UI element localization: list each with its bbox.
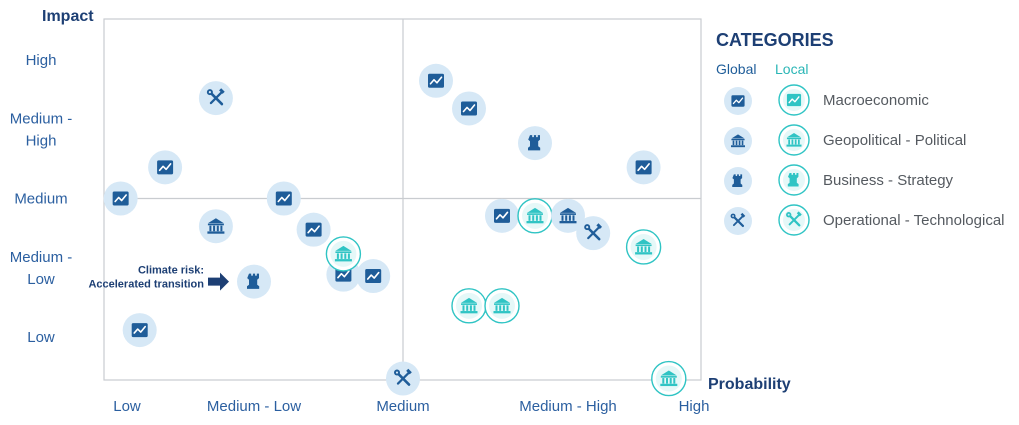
global-geo-marker [198,209,233,244]
trend-chart-icon [778,84,810,116]
global-macro-marker [419,63,453,98]
x-tick-label: Low [113,398,141,415]
x-tick-label: High [679,398,710,415]
y-tick-label: High [26,52,57,69]
global-ops-marker [198,81,233,116]
category-legend: CATEGORIES Global Local Macroeconomic Geo… [716,30,1016,243]
legend-local-head: Local [775,61,809,77]
legend-rows: Macroeconomic Geopolitical - Political Bus… [716,83,1016,243]
legend-label: Business - Strategy [823,172,954,189]
x-axis-ticks: Low Medium - Low Medium Medium - High High [113,398,709,415]
y-axis-ticks: Low Medium -Low Medium Medium -High High [10,52,73,346]
local-ops-marker [778,204,810,236]
wrench-screwdriver-icon [778,204,810,236]
global-ops-marker [724,207,752,235]
y-tick-label: Medium [14,191,67,208]
y-tick-label: Medium -High [10,110,73,149]
local-geo-marker [778,124,810,156]
local-geo-marker [625,229,662,265]
trend-chart-icon [724,87,752,115]
global-geo-marker [724,127,752,155]
local-geo-marker [517,198,553,234]
legend-label: Geopolitical - Political [823,132,967,149]
y-tick-label: Medium -Low [10,249,73,288]
x-tick-label: Medium - High [519,398,617,415]
legend-title: CATEGORIES [716,30,834,50]
legend-global-head: Global [716,61,757,77]
local-macro-marker [778,84,810,116]
annotation-arrow [208,272,229,291]
legend-scope-heads: Global Local [716,61,1016,83]
global-business-marker [724,167,752,195]
wrench-screwdriver-icon [724,207,752,235]
global-ops-marker [386,361,420,396]
chess-rook-icon [724,167,752,195]
global-macro-marker [356,259,391,294]
legend-row-geo: Geopolitical - Political [716,123,1016,163]
institution-building-icon [778,124,810,156]
y-tick-label: Low [27,329,55,346]
local-geo-marker [651,360,687,397]
global-macro-marker [296,212,331,247]
quadrant-dividers [104,19,701,380]
global-macro-marker [724,87,752,115]
global-business-marker [237,264,271,299]
local-geo-marker [484,288,520,324]
x-tick-label: Medium - Low [207,398,301,415]
x-axis-title: Probability [708,376,791,393]
y-axis-title: Impact [42,8,94,25]
legend-label: Macroeconomic [823,92,929,109]
institution-building-icon [724,127,752,155]
global-macro-marker [103,181,138,216]
local-geo-marker [325,236,362,272]
risk-markers [103,63,687,397]
global-ops-marker [576,216,611,251]
legend-label: Operational - Technological [823,212,1005,229]
global-macro-marker [122,313,157,348]
global-macro-marker [266,181,301,216]
chess-rook-icon [778,164,810,196]
global-macro-marker [485,198,519,233]
annotation-text: Climate risk: Accelerated transition [88,265,204,291]
legend-row-business: Business - Strategy [716,163,1016,203]
global-macro-marker [626,150,661,185]
legend-row-ops: Operational - Technological [716,203,1016,243]
local-business-marker [778,164,810,196]
global-business-marker [518,126,552,161]
global-geo-marker [551,198,585,233]
annotations: Climate risk: Accelerated transition [88,265,229,291]
legend-row-macro: Macroeconomic [716,83,1016,123]
x-tick-label: Medium [376,398,429,415]
local-geo-marker [451,288,487,324]
global-macro-marker [148,150,183,185]
global-macro-marker [452,91,486,126]
